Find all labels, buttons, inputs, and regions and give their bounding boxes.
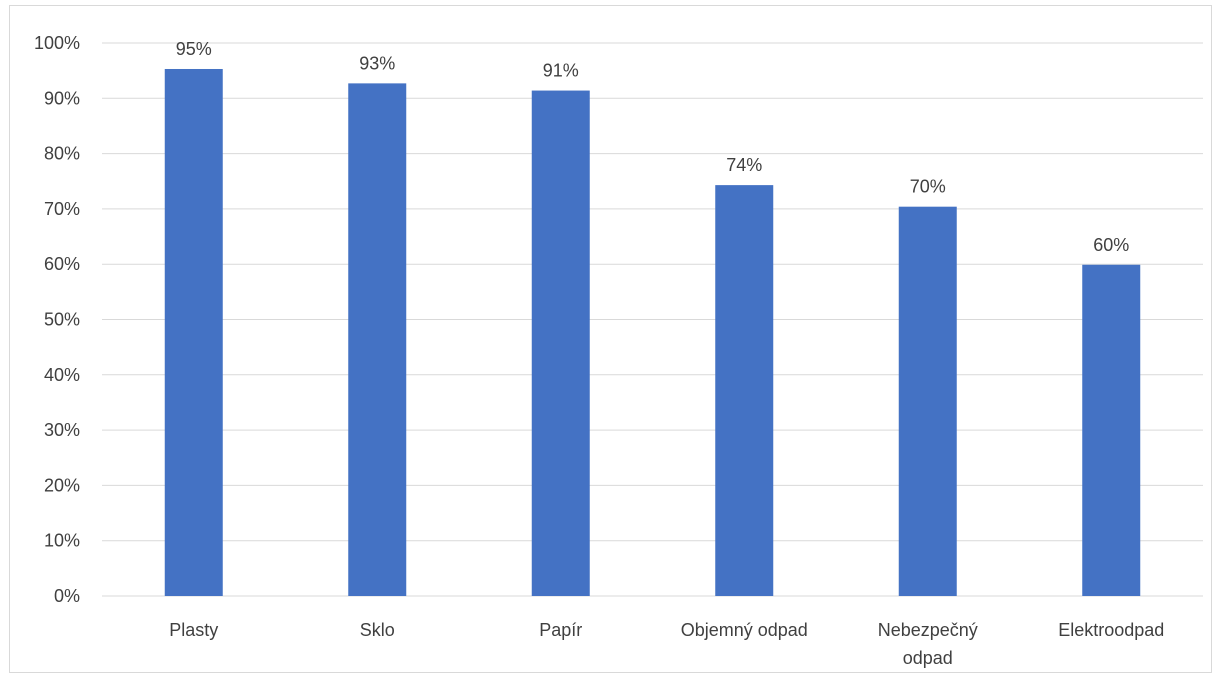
category-label: Plasty xyxy=(169,620,218,640)
data-label: 95% xyxy=(176,39,212,59)
bar xyxy=(164,68,223,597)
data-label: 91% xyxy=(543,61,579,81)
data-label: 60% xyxy=(1093,235,1129,255)
y-tick-label: 30% xyxy=(44,420,80,440)
bar xyxy=(531,90,590,597)
y-tick-label: 20% xyxy=(44,475,80,495)
category-label-line: Plasty xyxy=(169,620,218,640)
y-tick-label: 70% xyxy=(44,199,80,219)
bar xyxy=(348,83,407,596)
category-label: Sklo xyxy=(360,620,395,640)
y-tick-label: 100% xyxy=(34,33,80,53)
category-label: Nebezpečný odpad xyxy=(878,620,978,668)
category-label: Objemný odpad xyxy=(681,620,808,640)
category-label-line: Papír xyxy=(539,620,582,640)
bar xyxy=(898,206,957,597)
y-tick-label: 50% xyxy=(44,310,80,330)
bar xyxy=(1082,264,1141,596)
category-label: Papír xyxy=(539,620,582,640)
y-tick-label: 40% xyxy=(44,365,80,385)
category-label-line: Nebezpečný xyxy=(878,620,978,640)
y-tick-label: 0% xyxy=(54,586,80,606)
category-label-line: Elektroodpad xyxy=(1058,620,1164,640)
category-label-line: Sklo xyxy=(360,620,395,640)
y-tick-label: 80% xyxy=(44,144,80,164)
y-tick-label: 90% xyxy=(44,88,80,108)
data-label: 74% xyxy=(726,155,762,175)
category-label-line: Objemný odpad xyxy=(681,620,808,640)
data-label: 93% xyxy=(359,53,395,73)
data-label: 70% xyxy=(910,177,946,197)
y-tick-label: 10% xyxy=(44,531,80,551)
category-label-line: odpad xyxy=(903,648,953,668)
category-label: Elektroodpad xyxy=(1058,620,1164,640)
y-tick-label: 60% xyxy=(44,254,80,274)
bar xyxy=(715,185,774,596)
